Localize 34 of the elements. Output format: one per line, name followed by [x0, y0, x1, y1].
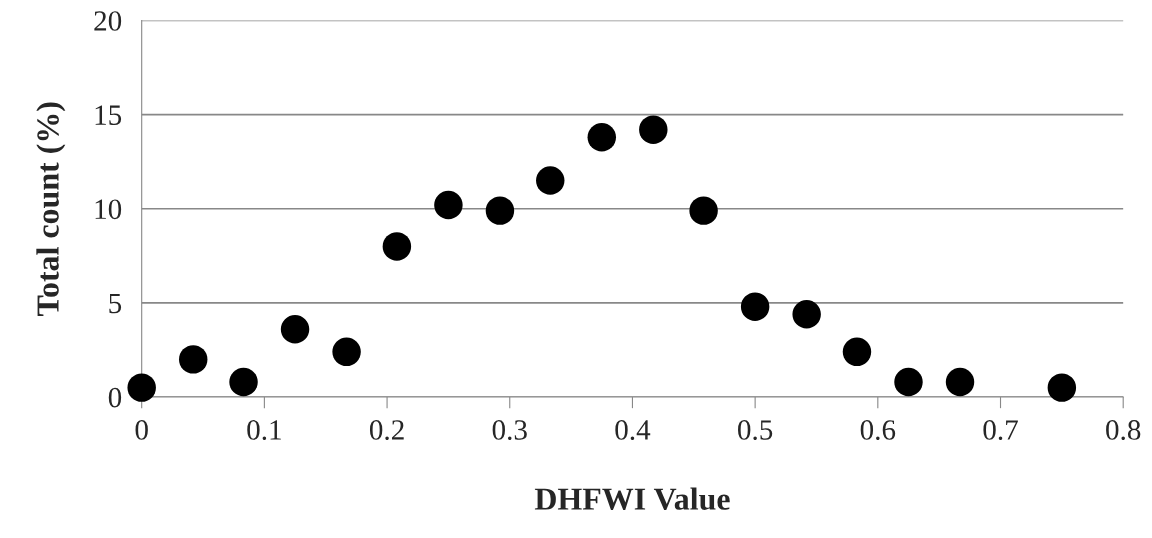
point — [178, 345, 208, 374]
point — [382, 232, 412, 261]
point — [229, 367, 258, 397]
point — [1047, 373, 1077, 402]
y-tick-label: 5 — [109, 293, 122, 314]
y-axis-title: Total count (%) — [36, 102, 66, 316]
x-tick-label: 0 — [135, 420, 148, 440]
y-tick-label: 0 — [108, 387, 122, 408]
point — [945, 367, 975, 397]
point — [894, 367, 923, 397]
point — [332, 337, 361, 367]
point — [842, 337, 872, 367]
point — [127, 373, 156, 402]
point — [280, 315, 310, 344]
point — [587, 122, 617, 152]
x-tick-label: 0.3 — [492, 420, 527, 440]
point — [792, 299, 821, 329]
x-tick-label: 0.5 — [738, 420, 773, 440]
x-tick-label: 0.1 — [247, 420, 281, 440]
point — [689, 196, 718, 225]
point — [639, 115, 668, 144]
x-tick-label: 0.8 — [1106, 420, 1141, 440]
y-tick-label: 20 — [94, 11, 122, 31]
x-tick-label: 0.6 — [860, 420, 896, 440]
point — [434, 190, 463, 220]
x-tick-label: 0.4 — [615, 420, 651, 440]
x-tick-label: 0.2 — [369, 420, 404, 440]
point — [740, 292, 770, 321]
y-tick-label: 15 — [95, 105, 122, 125]
x-tick-label: 0.7 — [983, 420, 1018, 440]
point — [485, 196, 515, 225]
y-tick-label: 10 — [95, 199, 122, 220]
x-axis-title: DHFWI Value — [534, 487, 730, 511]
point — [536, 166, 565, 195]
